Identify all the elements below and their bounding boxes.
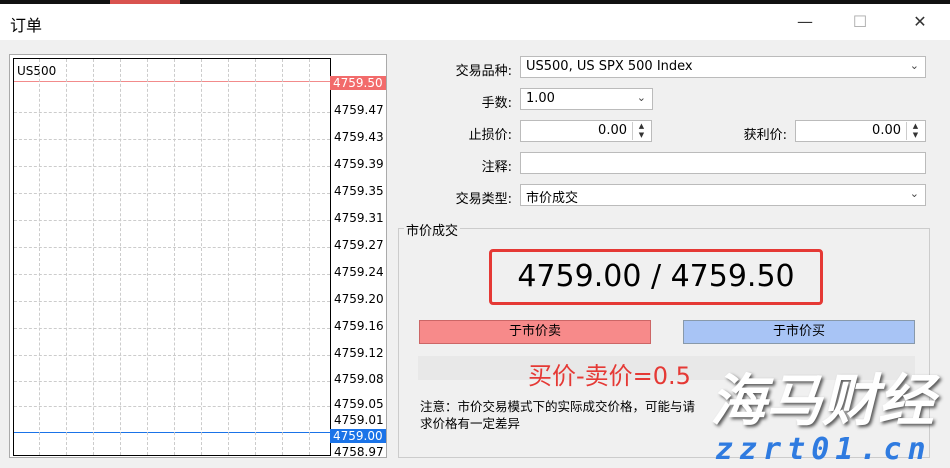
stop-loss-value: 0.00 [598, 123, 627, 138]
spread-annotation: 买价-卖价=0.5 [528, 362, 691, 390]
grid-line-vertical [66, 59, 67, 455]
group-label: 市价成交 [404, 220, 461, 239]
stop-loss-input[interactable]: 0.00 ▲ ▼ [520, 120, 652, 142]
price-axis-label: 4759.39 [334, 157, 384, 171]
price-axis-label: 4759.31 [334, 211, 384, 225]
grid-line-vertical [228, 59, 229, 455]
symbol-value: US500, US SPX 500 Index [526, 59, 693, 74]
close-button[interactable]: ✕ [913, 12, 927, 31]
volume-select[interactable]: 1.00 ⌄ [520, 88, 653, 110]
sell-by-market-button[interactable]: 于市价卖 [419, 320, 651, 344]
price-axis-label: 4759.20 [334, 292, 384, 306]
tick-chart: US500 4759.50 4759.00 4759.47 4759.43 4759… [9, 54, 387, 459]
bid-line [14, 432, 330, 433]
price-axis-label: 4759.12 [334, 346, 384, 360]
grid-line-vertical [120, 59, 121, 455]
watermark-url: zzrt01.cn [715, 432, 932, 467]
take-profit-input[interactable]: 0.00 ▲ ▼ [795, 120, 926, 142]
grid-line-horizontal [14, 112, 330, 113]
watermark-logo: 海马财经 [710, 369, 934, 434]
price-axis-label: 4759.16 [334, 319, 384, 333]
bid-ask-quote: 4759.00 / 4759.50 [489, 249, 823, 305]
grid-line-horizontal [14, 220, 330, 221]
volume-label: 手数: [481, 96, 512, 111]
grid-line-vertical [282, 59, 283, 455]
price-axis-label: 4759.05 [334, 397, 384, 411]
minimize-button[interactable]: — [797, 12, 813, 31]
status-bar [418, 356, 915, 380]
price-axis-label: 4758.97 [334, 445, 384, 459]
grid-line-vertical [255, 59, 256, 455]
grid-line-vertical [309, 59, 310, 455]
order-type-label: 交易类型: [455, 192, 512, 207]
chart-symbol: US500 [17, 64, 57, 78]
window-title: 订单 [10, 16, 43, 35]
grid-line-horizontal [14, 355, 330, 356]
grid-line-vertical [39, 59, 40, 455]
grid-line-horizontal [14, 166, 330, 167]
order-type-select[interactable]: 市价成交 ⌄ [520, 184, 926, 206]
price-axis-label: 4759.24 [334, 265, 384, 279]
comment-label: 注释: [481, 160, 512, 175]
grid-line-horizontal [14, 274, 330, 275]
grid-line-horizontal [14, 381, 330, 382]
grid-line-vertical [201, 59, 202, 455]
comment-input[interactable] [520, 152, 926, 174]
chart-plot-area: US500 [13, 58, 331, 456]
order-type-value: 市价成交 [526, 191, 579, 206]
bid-price-label: 4759.00 [330, 429, 386, 443]
grid-line-horizontal [14, 193, 330, 194]
symbol-select[interactable]: US500, US SPX 500 Index ⌄ [520, 56, 926, 78]
stop-loss-label: 止损价: [468, 128, 512, 143]
grid-line-horizontal [14, 139, 330, 140]
grid-line-horizontal [14, 406, 330, 407]
title-bar: 订单 — ☐ ✕ [0, 4, 950, 40]
buy-by-market-button[interactable]: 于市价买 [683, 320, 915, 344]
take-profit-label: 获利价: [743, 128, 787, 143]
market-execution-group [398, 228, 930, 458]
spin-buttons[interactable]: ▲ ▼ [906, 122, 924, 140]
price-axis-label: 4759.08 [334, 372, 384, 386]
price-axis-label: 4759.47 [334, 103, 384, 117]
ask-price-label: 4759.50 [330, 76, 386, 90]
grid-line-vertical [93, 59, 94, 455]
volume-value: 1.00 [526, 91, 555, 106]
price-axis-label: 4759.35 [334, 184, 384, 198]
execution-note: 注意：市价交易模式下的实际成交价格，可能与请求价格有一定差异 [420, 399, 696, 431]
price-axis-label: 4759.01 [334, 413, 384, 427]
chevron-down-icon: ⌄ [636, 91, 646, 104]
grid-line-vertical [147, 59, 148, 455]
ask-line [14, 81, 330, 82]
chevron-down-icon: ⌄ [909, 187, 919, 200]
maximize-button[interactable]: ☐ [852, 12, 868, 31]
price-axis-label: 4759.27 [334, 238, 384, 252]
chevron-down-icon: ⌄ [909, 59, 919, 72]
background-strip [0, 0, 950, 4]
spin-buttons[interactable]: ▲ ▼ [632, 122, 650, 140]
grid-line-horizontal [14, 247, 330, 248]
take-profit-value: 0.00 [872, 123, 901, 138]
grid-line-horizontal [14, 328, 330, 329]
symbol-label: 交易品种: [455, 64, 512, 79]
price-axis-label: 4759.43 [334, 130, 384, 144]
grid-line-horizontal [14, 301, 330, 302]
grid-line-vertical [174, 59, 175, 455]
